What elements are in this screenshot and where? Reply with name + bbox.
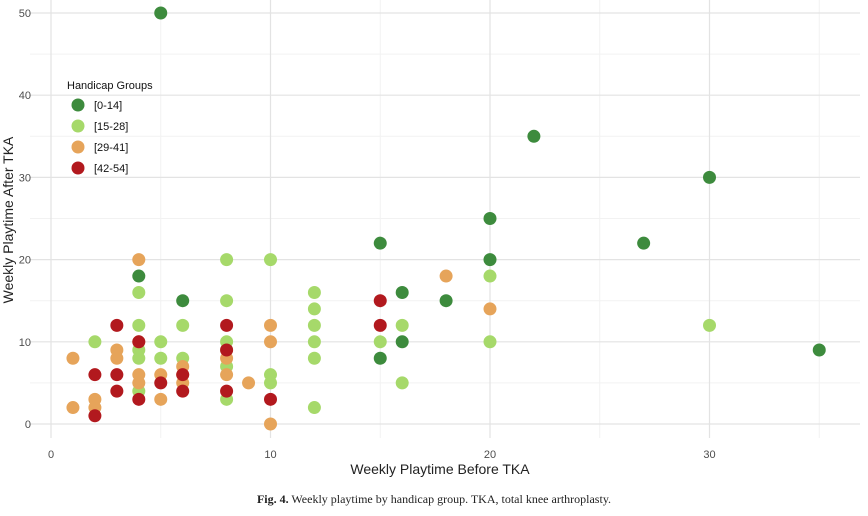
legend-label: [29-41] bbox=[94, 142, 128, 154]
scatter-point bbox=[132, 269, 146, 283]
scatter-point bbox=[154, 351, 168, 365]
scatter-point bbox=[483, 302, 497, 316]
scatter-point bbox=[220, 294, 234, 308]
legend-swatch bbox=[71, 119, 85, 133]
scatter-point bbox=[110, 368, 124, 382]
scatter-point bbox=[88, 335, 102, 349]
scatter-point bbox=[132, 335, 146, 349]
scatter-point bbox=[176, 384, 190, 398]
caption-text: Weekly playtime by handicap group. TKA, … bbox=[291, 492, 612, 506]
scatter-point bbox=[154, 392, 168, 406]
scatter-point bbox=[307, 351, 321, 365]
scatter-point bbox=[88, 409, 102, 423]
grid-lines bbox=[30, 0, 860, 438]
scatter-point bbox=[220, 384, 234, 398]
legend: Handicap Groups [0-14] [15-28] [29-41] [42-… bbox=[67, 80, 153, 175]
legend-label: [42-54] bbox=[94, 163, 128, 175]
scatter-point bbox=[307, 302, 321, 316]
scatter-point bbox=[220, 318, 234, 332]
scatter-point bbox=[373, 236, 387, 250]
scatter-point bbox=[703, 318, 716, 332]
scatter-point bbox=[264, 392, 277, 406]
y-tick-label: 20 bbox=[19, 255, 31, 267]
scatter-point bbox=[527, 129, 541, 143]
scatter-chart: 0 10 20 30 40 50 0 10 20 30 Weekly Playtime Befo… bbox=[0, 0, 860, 477]
scatter-point bbox=[132, 253, 146, 267]
scatter-point bbox=[154, 6, 168, 20]
y-tick-labels: 0 10 20 30 40 50 bbox=[19, 8, 31, 431]
caption-label: Fig. 4. bbox=[256, 492, 289, 506]
legend-title: Handicap Groups bbox=[67, 80, 153, 92]
scatter-point bbox=[88, 368, 102, 382]
scatter-point bbox=[176, 294, 190, 308]
scatter-point bbox=[264, 253, 277, 267]
scatter-point bbox=[132, 285, 146, 299]
x-tick-label: 10 bbox=[264, 449, 276, 461]
scatter-point bbox=[154, 335, 168, 349]
data-points bbox=[66, 6, 826, 431]
scatter-point bbox=[176, 318, 190, 332]
scatter-point bbox=[264, 318, 277, 332]
scatter-point bbox=[637, 236, 651, 250]
legend-swatch bbox=[71, 161, 85, 175]
scatter-point bbox=[264, 335, 277, 349]
scatter-point bbox=[132, 351, 146, 365]
scatter-point bbox=[242, 376, 256, 390]
y-tick-label: 0 bbox=[25, 419, 31, 431]
scatter-point bbox=[483, 253, 497, 267]
scatter-point bbox=[483, 269, 497, 283]
scatter-point bbox=[264, 417, 277, 431]
y-axis-label: Weekly Playtime After TKA bbox=[0, 136, 16, 303]
scatter-point bbox=[439, 269, 453, 283]
scatter-point bbox=[812, 343, 826, 357]
scatter-point bbox=[395, 318, 409, 332]
y-tick-label: 50 bbox=[19, 8, 31, 20]
scatter-point bbox=[220, 253, 234, 267]
scatter-point bbox=[439, 294, 453, 308]
scatter-point bbox=[132, 318, 146, 332]
legend-label: [0-14] bbox=[94, 100, 122, 112]
scatter-point bbox=[176, 368, 190, 382]
scatter-point bbox=[703, 170, 716, 184]
scatter-point bbox=[132, 392, 146, 406]
scatter-point bbox=[66, 401, 80, 415]
scatter-point bbox=[220, 368, 234, 382]
scatter-point bbox=[307, 335, 321, 349]
scatter-point bbox=[307, 285, 321, 299]
scatter-point bbox=[110, 351, 124, 365]
x-tick-label: 0 bbox=[48, 449, 54, 461]
scatter-point bbox=[483, 212, 497, 225]
scatter-point bbox=[373, 318, 387, 332]
x-axis-label: Weekly Playtime Before TKA bbox=[350, 461, 530, 477]
scatter-point bbox=[110, 318, 124, 332]
y-tick-label: 10 bbox=[19, 337, 31, 349]
scatter-point bbox=[220, 343, 234, 357]
scatter-point bbox=[132, 376, 146, 390]
scatter-point bbox=[307, 401, 321, 415]
scatter-point bbox=[373, 294, 387, 308]
scatter-point bbox=[66, 351, 80, 365]
y-tick-label: 30 bbox=[19, 172, 31, 184]
scatter-point bbox=[110, 384, 124, 398]
scatter-point bbox=[395, 285, 409, 299]
scatter-point bbox=[373, 351, 387, 365]
scatter-point bbox=[154, 376, 168, 390]
legend-label: [15-28] bbox=[94, 121, 128, 133]
x-tick-label: 30 bbox=[703, 449, 715, 461]
scatter-point bbox=[395, 376, 409, 390]
y-tick-label: 40 bbox=[19, 90, 31, 102]
scatter-point bbox=[373, 335, 387, 349]
legend-swatch bbox=[71, 98, 85, 112]
scatter-point bbox=[264, 376, 277, 390]
x-tick-label: 20 bbox=[484, 449, 496, 461]
figure-caption: Fig. 4. Weekly playtime by handicap grou… bbox=[0, 492, 868, 507]
scatter-point bbox=[307, 318, 321, 332]
scatter-point bbox=[395, 335, 409, 349]
scatter-point bbox=[483, 335, 497, 349]
x-tick-labels: 0 10 20 30 bbox=[48, 449, 716, 461]
legend-swatch bbox=[71, 140, 85, 154]
